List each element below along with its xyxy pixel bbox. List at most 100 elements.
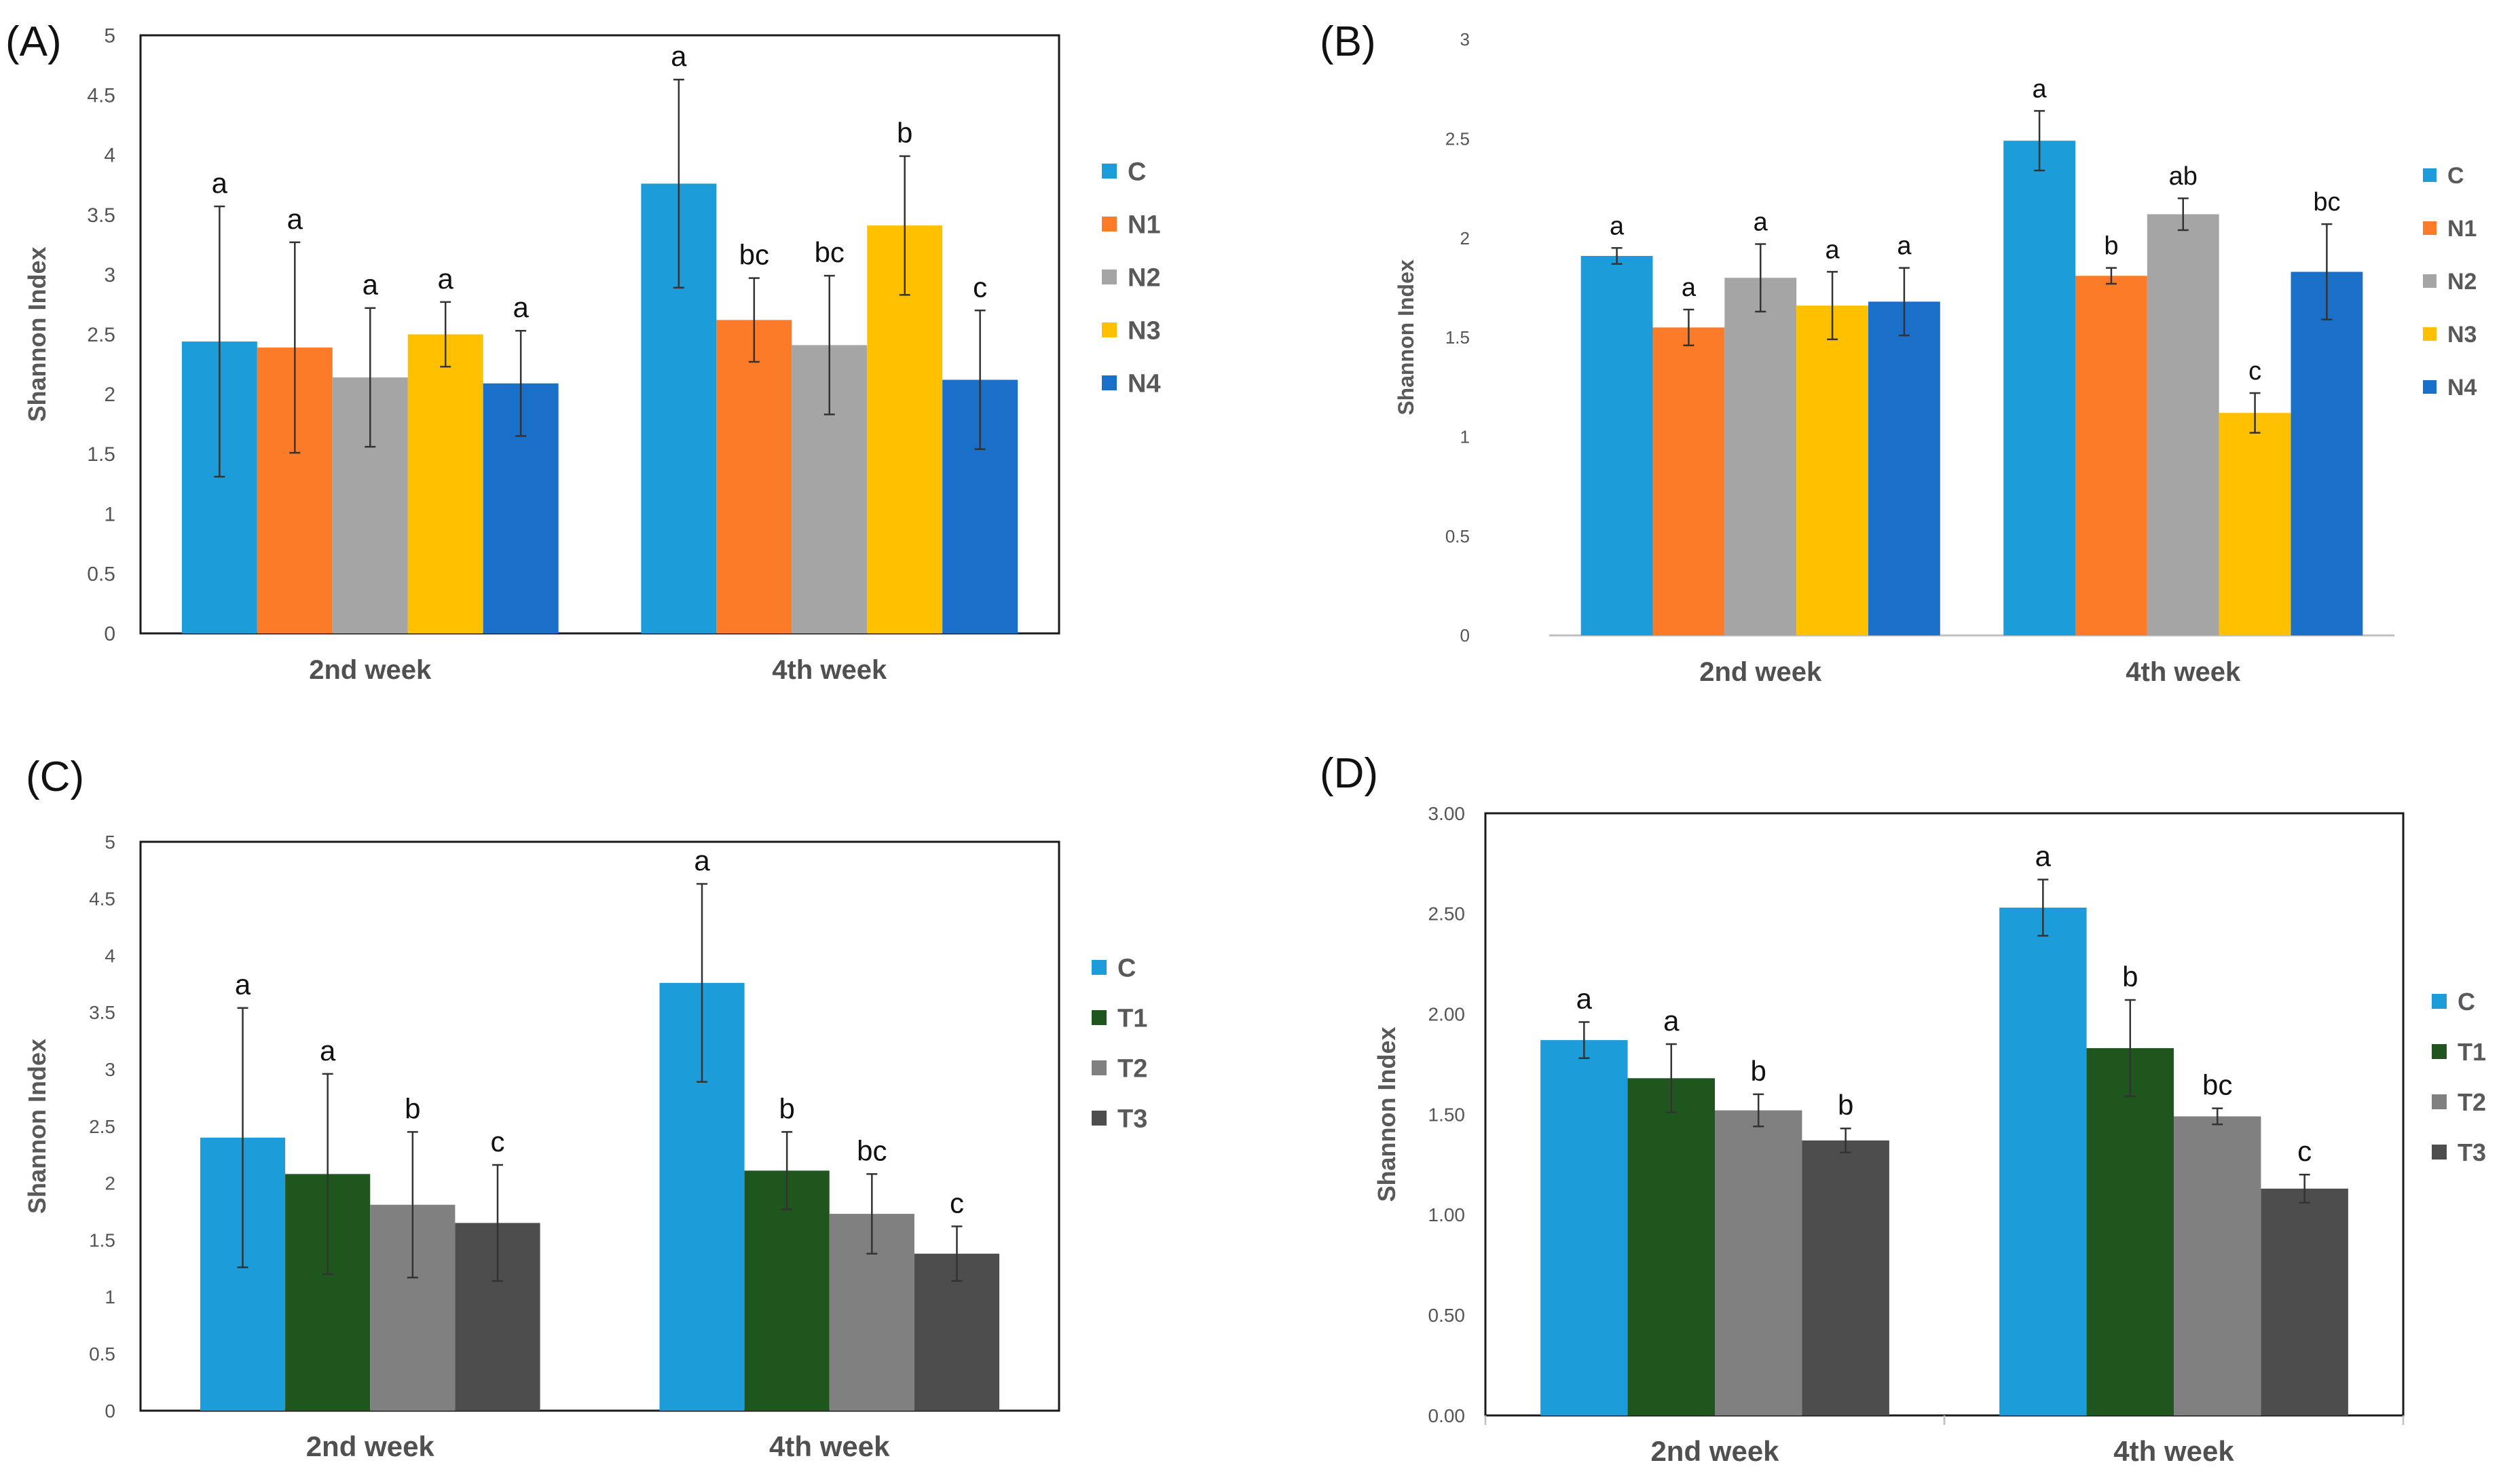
y-tick-label: 1 [105, 1286, 115, 1307]
bar-n1-1 [1652, 327, 1725, 635]
y-tick-label: 2.50 [1428, 904, 1466, 925]
y-axis-title: Shannon Index [1394, 259, 1418, 415]
legend-swatch-c [1092, 960, 1107, 975]
significance-letter: a [1663, 1005, 1680, 1037]
y-axis-title: Shannon Index [1373, 1026, 1401, 1202]
bar-t1-2 [2086, 1047, 2174, 1415]
category-label: 4th week [2126, 657, 2241, 687]
y-axis-title: Shannon Index [23, 1039, 51, 1214]
significance-letter: a [671, 40, 687, 72]
bar-n3-1 [1796, 305, 1868, 635]
legend-label-n4: N4 [1128, 370, 1161, 398]
y-tick-label: 3 [105, 1059, 115, 1080]
chart-panel-3: (C) 0 0.5 1 1.5 2 2.5 3 3.5 4 4.5 5 Shannon Index a a b… [23, 754, 1147, 1462]
legend-label-c: C [2447, 163, 2464, 189]
significance-letter: ab [2169, 162, 2198, 191]
bar-c-2 [1999, 907, 2087, 1415]
significance-letter: a [1682, 274, 1697, 302]
y-tick-label: 0.5 [87, 563, 115, 585]
bar-n1-2 [716, 320, 792, 633]
significance-letter: c [490, 1126, 504, 1157]
category-label: 2nd week [1699, 657, 1822, 687]
y-tick-label: 2 [104, 384, 115, 406]
y-tick-label: 0 [105, 1400, 115, 1422]
significance-letter: a [2033, 75, 2048, 103]
y-tick-label: 4 [104, 145, 115, 167]
legend-swatch-n2 [1102, 270, 1117, 284]
plot-frame [139, 34, 1060, 635]
y-tick-label: 1 [104, 503, 115, 525]
legend-label-t1: T1 [1117, 1005, 1147, 1033]
bar-n4-1 [1868, 301, 1940, 635]
legend-swatch-n1 [1102, 217, 1117, 231]
legend-label-n2: N2 [1128, 264, 1161, 293]
significance-letter: a [287, 203, 303, 235]
y-tick-label: 2.5 [89, 1116, 115, 1137]
category-label: 2nd week [309, 655, 432, 685]
significance-letter: c [2248, 357, 2261, 386]
bar-c-1 [1540, 1040, 1628, 1415]
panel-label: (D) [1320, 750, 1378, 797]
significance-letter: b [2104, 232, 2118, 261]
chart-panel-4: (D) 0.00 0.50 1.00 1.50 2.00 2.50 3.00 Shannon I… [1320, 750, 2486, 1467]
significance-letter: a [212, 167, 228, 199]
significance-letter: a [1826, 236, 1840, 264]
legend-swatch-t1 [2432, 1044, 2447, 1059]
bar-n3-2 [2219, 413, 2291, 635]
y-tick-label: 0 [104, 623, 115, 646]
legend-swatch-n4 [2423, 380, 2437, 394]
bar-t1-1 [1627, 1078, 1715, 1415]
panel-label: (C) [26, 754, 84, 800]
y-tick-label: 3 [104, 264, 115, 286]
legend-swatch-n3 [2423, 327, 2437, 341]
significance-letter: a [438, 263, 454, 295]
legend-label-t1: T1 [2458, 1038, 2486, 1066]
legend-label-n1: N1 [2447, 216, 2477, 242]
y-tick-label: 1 [1460, 426, 1470, 447]
bar-t3-2 [2261, 1188, 2348, 1415]
y-tick-label: 2 [1460, 228, 1470, 248]
legend-label-c: C [2458, 988, 2475, 1016]
bar-n1-2 [2075, 276, 2147, 636]
y-tick-label: 1.5 [89, 1229, 115, 1250]
bar-n3-1 [407, 334, 483, 633]
significance-letter: bc [739, 239, 769, 271]
legend-label-n3: N3 [2447, 322, 2477, 348]
y-tick-label: 0.50 [1428, 1305, 1466, 1326]
significance-letter: a [235, 969, 251, 1001]
y-tick-label: 4.5 [89, 889, 115, 910]
bar-n2-1 [1724, 278, 1797, 635]
significance-letter: b [1751, 1055, 1766, 1087]
significance-letter: c [950, 1187, 964, 1219]
legend-swatch-t3 [1092, 1111, 1107, 1126]
bar-t3-1 [1802, 1140, 1889, 1415]
y-tick-label: 5 [104, 25, 115, 48]
panel-label: (B) [1320, 18, 1376, 65]
y-tick-label: 0.00 [1428, 1405, 1466, 1426]
y-axis-title: Shannon Index [23, 246, 51, 422]
y-tick-label: 3 [1460, 29, 1470, 50]
significance-letter: a [694, 845, 710, 876]
legend-label-n3: N3 [1128, 317, 1161, 346]
legend-swatch-t2 [2432, 1094, 2447, 1109]
significance-letter: bc [2202, 1069, 2232, 1101]
y-tick-label: 3.5 [87, 204, 115, 227]
plot-frame [139, 840, 1060, 1412]
legend-swatch-c [1102, 164, 1117, 179]
chart-panel-2: (B) 0 0.5 1 1.5 2 2.5 3 Shannon Index a a a a a 2nd we… [1320, 18, 2477, 687]
y-tick-label: 5 [105, 832, 115, 853]
bar-t1-2 [744, 1170, 830, 1411]
bar-t2-2 [2174, 1116, 2261, 1415]
legend-swatch-c [2432, 994, 2447, 1009]
legend-swatch-n3 [1102, 322, 1117, 337]
legend-swatch-t1 [1092, 1010, 1107, 1025]
chart-panel-1: (A) 0 0.5 1 1.5 2 2.5 3 3.5 4 4.5 5 Shannon Index a a a… [5, 18, 1161, 685]
significance-letter: c [973, 271, 987, 303]
legend-label-n1: N1 [1128, 211, 1161, 240]
legend-label-t2: T2 [2458, 1088, 2486, 1116]
y-tick-label: 3.00 [1428, 803, 1466, 824]
significance-letter: b [1838, 1089, 1853, 1121]
legend-label-c: C [1117, 954, 1136, 983]
bar-n4-2 [2291, 272, 2363, 635]
